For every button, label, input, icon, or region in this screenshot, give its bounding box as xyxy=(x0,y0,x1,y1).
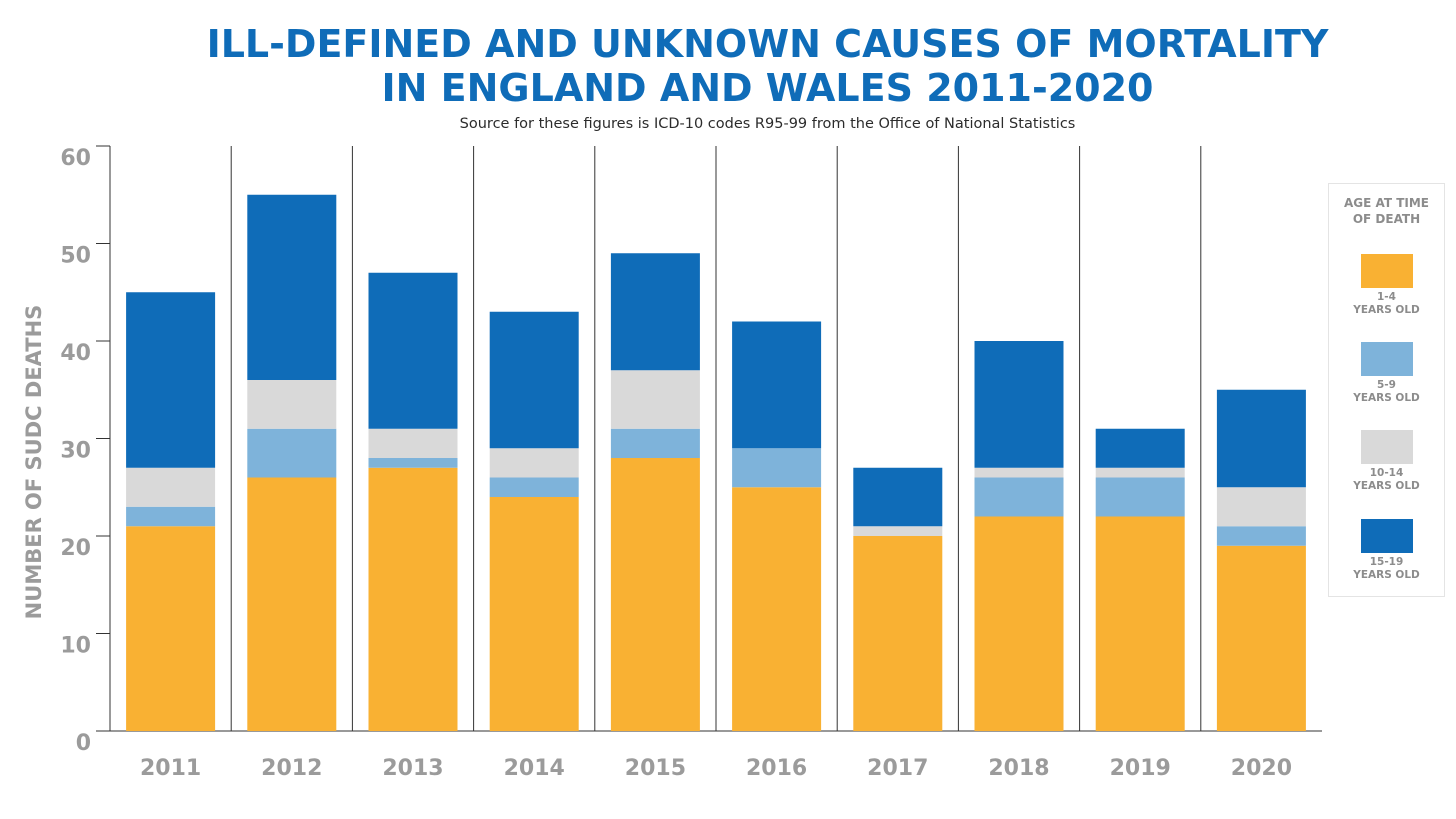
bar-2014-series-1 xyxy=(489,497,579,731)
bar-2018-series-3 xyxy=(974,467,1064,478)
bar-2018-series-1 xyxy=(974,516,1064,731)
y-tick-label: 30 xyxy=(60,439,91,464)
bar-2013-series-2 xyxy=(368,458,458,468)
x-tick-label: 2020 xyxy=(1231,756,1292,781)
legend-swatch-5-9 xyxy=(1360,342,1413,376)
bar-2020-series-3 xyxy=(1216,487,1306,527)
legend: AGE AT TIME OF DEATH 1-4 YEARS OLD 5-9 Y… xyxy=(1328,183,1445,597)
chart-title: ILL-DEFINED AND UNKNOWN CAUSES OF MORTAL… xyxy=(0,22,1456,110)
bar-2016-series-1 xyxy=(732,487,822,731)
x-tick-label: 2015 xyxy=(625,756,686,781)
bar-2017-series-1 xyxy=(853,536,943,731)
bar-2012-series-1 xyxy=(247,477,337,731)
bar-2015-series-2 xyxy=(610,428,700,458)
bar-2014-series-2 xyxy=(489,477,579,497)
bar-2011-series-3 xyxy=(126,467,216,507)
bar-2019-series-2 xyxy=(1095,477,1185,517)
bar-2011-series-2 xyxy=(126,506,216,527)
y-tick-label: 50 xyxy=(60,244,91,269)
bar-2014-series-4 xyxy=(489,311,579,449)
legend-item-15-19: 15-19 YEARS OLD xyxy=(1329,519,1444,582)
x-tick-label: 2012 xyxy=(261,756,322,781)
bar-2013-series-4 xyxy=(368,272,458,429)
bar-2012-series-2 xyxy=(247,428,337,478)
legend-label-10-14: 10-14 YEARS OLD xyxy=(1353,467,1420,492)
bar-2019-series-4 xyxy=(1095,428,1185,468)
legend-swatch-15-19 xyxy=(1360,519,1413,553)
y-tick-label: 0 xyxy=(76,731,91,756)
y-tick-label: 40 xyxy=(60,341,91,366)
x-tick-label: 2011 xyxy=(140,756,201,781)
bar-2020-series-4 xyxy=(1216,389,1306,488)
legend-item-1-4: 1-4 YEARS OLD xyxy=(1329,254,1444,317)
bar-2013-series-1 xyxy=(368,467,458,731)
chart-title-line-1: ILL-DEFINED AND UNKNOWN CAUSES OF MORTAL… xyxy=(206,22,1329,66)
x-tick-label: 2019 xyxy=(1110,756,1171,781)
bar-2019-series-3 xyxy=(1095,467,1185,478)
y-tick-label: 20 xyxy=(60,536,91,561)
bar-2016-series-2 xyxy=(732,448,822,488)
x-tick-label: 2017 xyxy=(867,756,928,781)
bar-2015-series-3 xyxy=(610,370,700,429)
y-tick-label: 60 xyxy=(60,146,91,171)
bar-2015-series-4 xyxy=(610,253,700,371)
chart-title-line-2: IN ENGLAND AND WALES 2011-2020 xyxy=(381,66,1154,110)
bar-2020-series-1 xyxy=(1216,545,1306,731)
bar-2015-series-1 xyxy=(610,458,700,731)
bar-2011-series-1 xyxy=(126,526,216,731)
bar-2012-series-3 xyxy=(247,380,337,429)
legend-label-15-19: 15-19 YEARS OLD xyxy=(1353,556,1420,581)
legend-label-1-4: 1-4 YEARS OLD xyxy=(1353,291,1420,316)
bar-2017-series-4 xyxy=(853,467,943,527)
legend-title: AGE AT TIME OF DEATH xyxy=(1343,196,1430,226)
x-tick-label: 2014 xyxy=(504,756,565,781)
y-tick-label: 10 xyxy=(60,634,91,659)
bar-2016-series-4 xyxy=(732,321,822,449)
bar-2019-series-1 xyxy=(1095,516,1185,731)
bar-2014-series-3 xyxy=(489,448,579,478)
legend-swatch-1-4 xyxy=(1360,254,1413,288)
bar-2018-series-4 xyxy=(974,341,1064,468)
bar-2020-series-2 xyxy=(1216,526,1306,546)
x-tick-label: 2018 xyxy=(988,756,1049,781)
legend-label-5-9: 5-9 YEARS OLD xyxy=(1353,379,1420,404)
bar-2013-series-3 xyxy=(368,428,458,458)
legend-item-5-9: 5-9 YEARS OLD xyxy=(1329,342,1444,405)
bar-2012-series-4 xyxy=(247,194,337,380)
legend-item-10-14: 10-14 YEARS OLD xyxy=(1329,430,1444,493)
y-axis-title: NUMBER OF SUDC DEATHS xyxy=(22,305,46,620)
x-tick-label: 2016 xyxy=(746,756,807,781)
bar-2011-series-4 xyxy=(126,292,216,468)
x-tick-label: 2013 xyxy=(382,756,443,781)
bar-2018-series-2 xyxy=(974,477,1064,517)
bar-2017-series-3 xyxy=(853,526,943,536)
legend-swatch-10-14 xyxy=(1360,430,1413,464)
chart-subtitle: Source for these figures is ICD-10 codes… xyxy=(459,116,1076,132)
